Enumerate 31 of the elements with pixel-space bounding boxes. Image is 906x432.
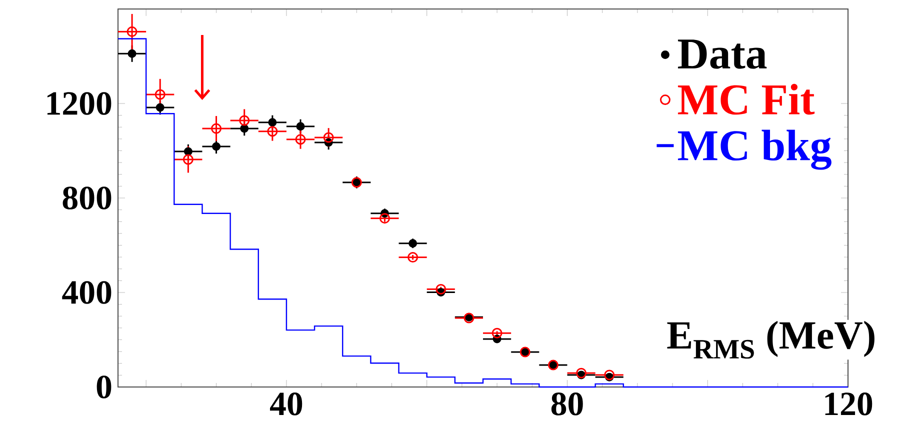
x-axis-title: E$_{RMS}$ (MeV)	[667, 320, 874, 359]
point	[184, 147, 192, 156]
x-tick-label: 80	[551, 392, 583, 416]
point	[211, 123, 222, 134]
legend-label: MC Fit	[678, 84, 815, 115]
point	[492, 328, 502, 338]
x-tick-label: 120	[825, 392, 872, 416]
point	[267, 126, 278, 137]
point	[379, 213, 390, 224]
point	[604, 370, 615, 380]
point	[408, 252, 418, 263]
y-tick-label: 800	[62, 186, 112, 210]
point	[156, 103, 164, 112]
point	[296, 122, 305, 131]
y-tick-label: 1200	[47, 92, 112, 115]
point	[436, 284, 446, 294]
point	[240, 124, 249, 133]
point	[154, 89, 166, 100]
point	[126, 26, 138, 37]
y-tick-label: 0	[96, 376, 112, 398]
point	[576, 368, 587, 378]
point	[182, 154, 194, 165]
point	[212, 142, 221, 151]
point	[239, 115, 250, 126]
point	[295, 134, 306, 145]
x-tick-label: 40	[270, 392, 302, 416]
point	[268, 118, 277, 127]
y-tick-label: 400	[62, 281, 112, 304]
legend-label: MC bkg	[678, 130, 832, 170]
point	[128, 49, 136, 58]
legend-label: Data	[678, 40, 767, 69]
